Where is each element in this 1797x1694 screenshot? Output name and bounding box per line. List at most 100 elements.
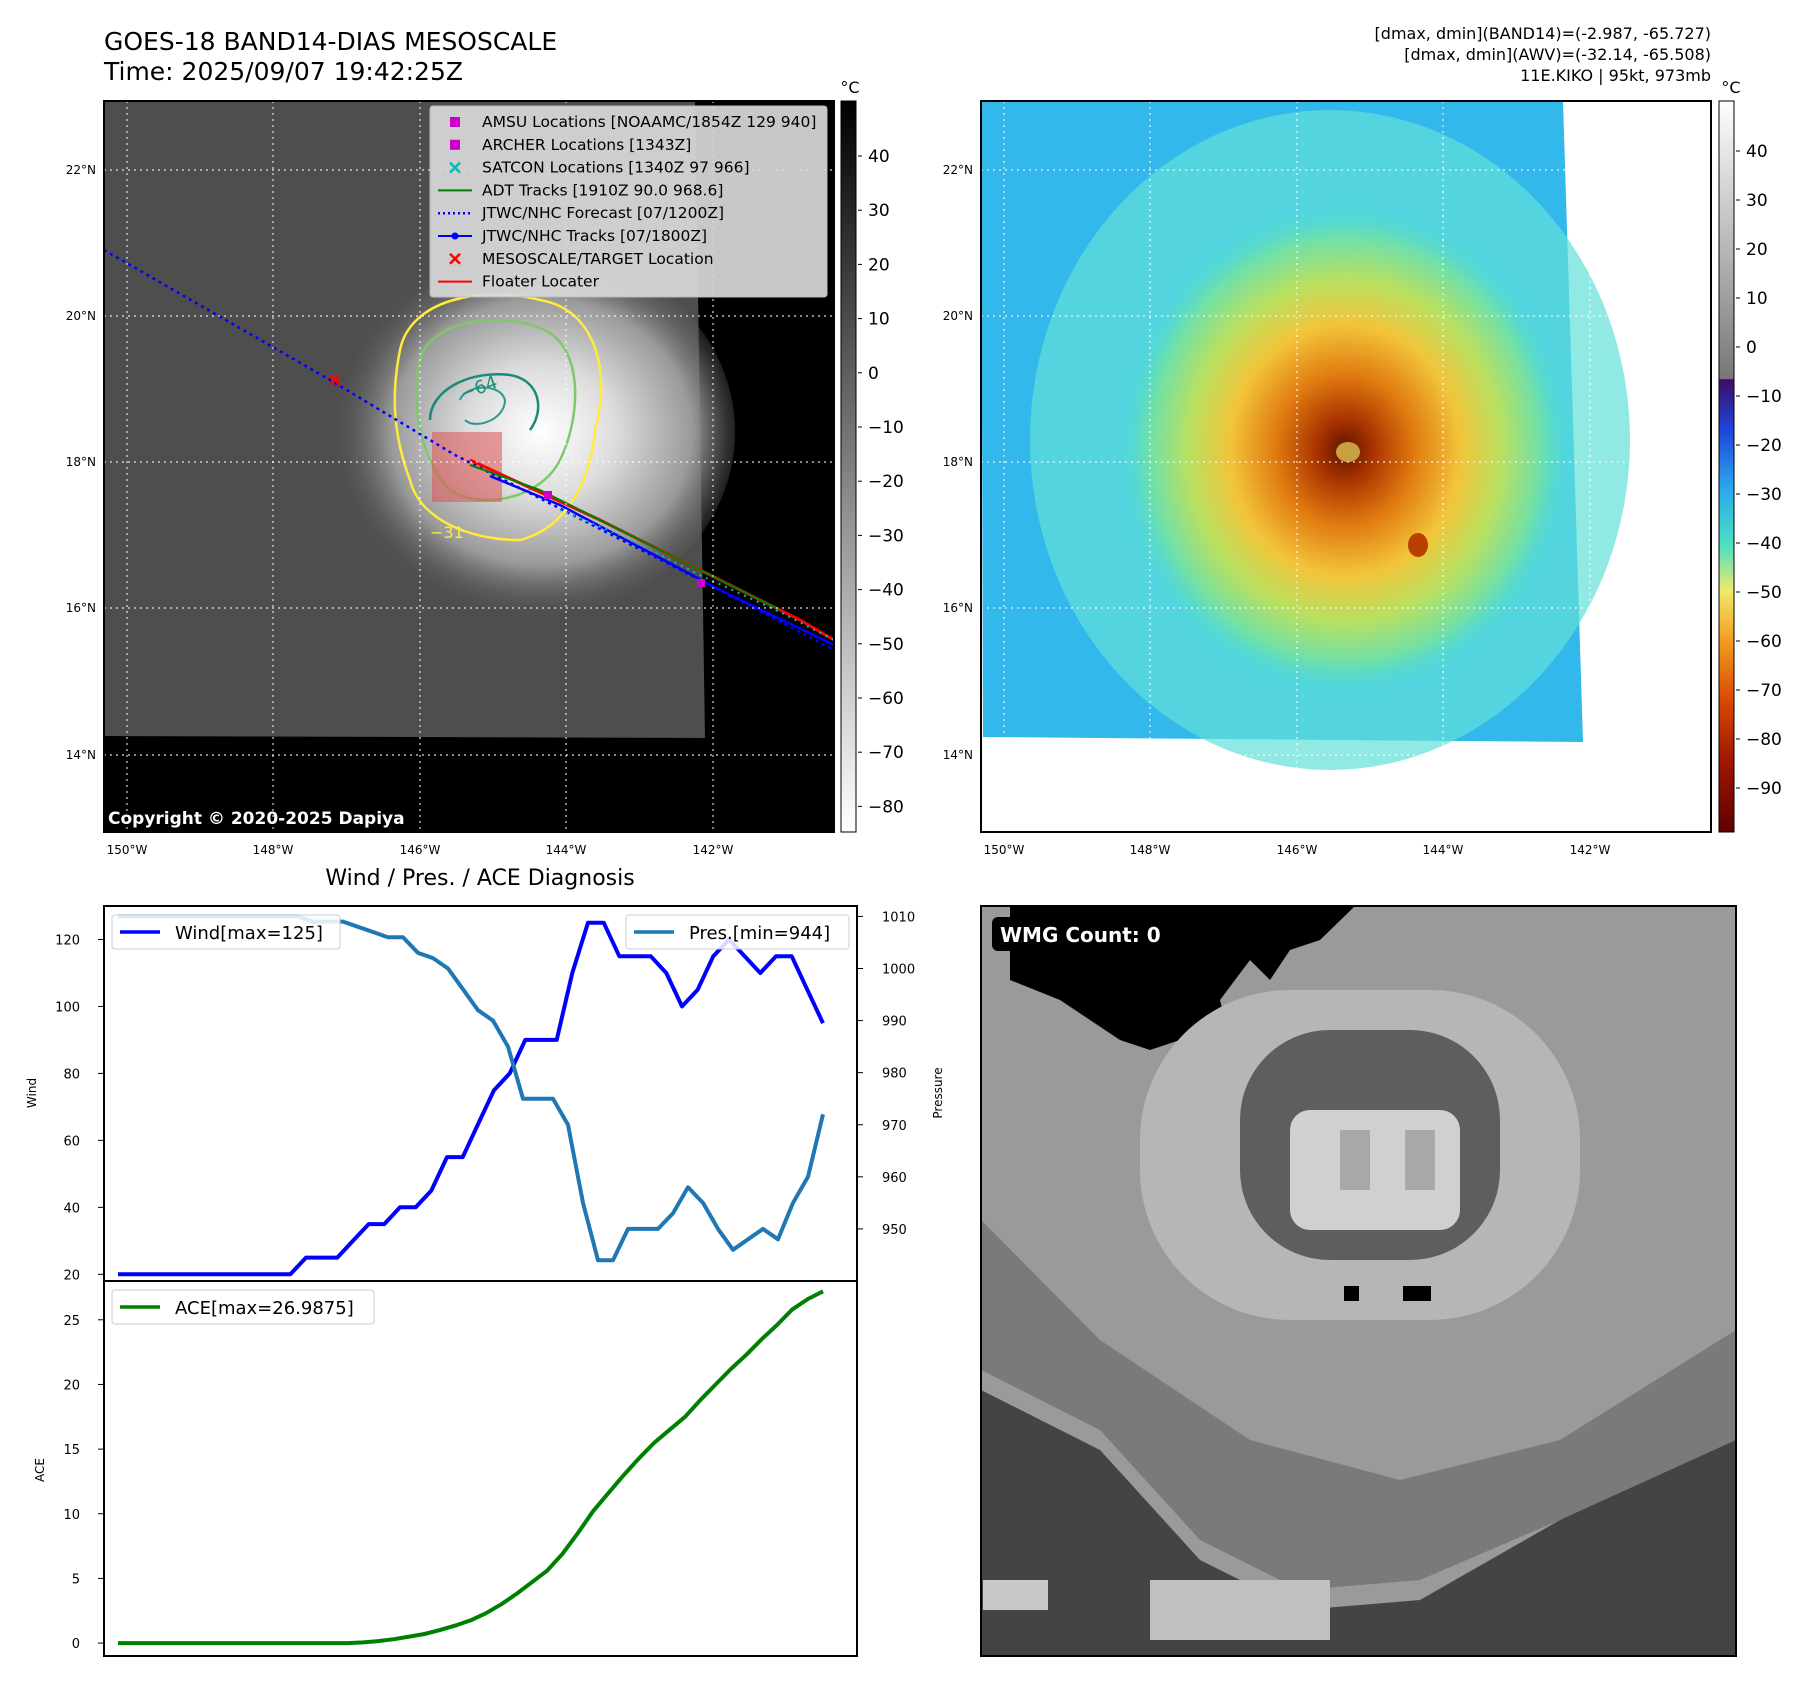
time-label: Time: 2025/09/07 19:42:25Z xyxy=(103,57,463,86)
ace-legend-box xyxy=(111,1289,375,1325)
pressure-axis-label: Pressure xyxy=(931,1067,945,1118)
wmg-light-streak-1 xyxy=(983,1580,1048,1610)
lon-tick-label: 144°W xyxy=(546,843,587,857)
wind-ytick-label: 60 xyxy=(63,1134,80,1149)
colorbar-tick-label: 10 xyxy=(868,310,890,330)
wind-axis-label: Wind xyxy=(25,1078,39,1108)
legend-box xyxy=(429,105,828,298)
legend-item: JTWC/NHC Tracks [07/1800Z] xyxy=(438,227,707,245)
colorbar-tick-label: −70 xyxy=(1746,681,1782,701)
adt-contour-core xyxy=(459,386,507,425)
colorbar-tick-label: 20 xyxy=(1746,240,1768,260)
legend-label: JTWC/NHC Tracks [07/1800Z] xyxy=(481,227,707,245)
wv-lon-ticks: 150°W 148°W 146°W 144°W 142°W xyxy=(984,843,1611,857)
wind-pressure-chart: Wind Pressure 20 40 60 80 100 120 950 960 970 98… xyxy=(25,905,945,1283)
wmg-outer-band-mid xyxy=(981,1220,1736,1590)
mesoscale-target-marker xyxy=(329,374,341,386)
legend-label: JTWC/NHC Forecast [07/1200Z] xyxy=(481,204,724,222)
wind-legend: Wind[max=125] xyxy=(111,914,341,950)
wind-ytick-label: 120 xyxy=(55,933,80,948)
satcon-markers xyxy=(559,509,834,641)
lat-tick-label: 20°N xyxy=(943,309,973,323)
wind-chart-frame xyxy=(103,905,858,1282)
wmg-eye-dark-1 xyxy=(1340,1130,1370,1190)
wmg-frame xyxy=(980,905,1737,1657)
pressure-ytick-label: 1000 xyxy=(882,963,915,978)
lat-tick-label: 22°N xyxy=(66,163,96,177)
wv-convective-cell xyxy=(1408,533,1428,557)
colorbar-tick-label: −80 xyxy=(1746,730,1782,750)
adt-contour-mid xyxy=(415,318,577,502)
wv-colorbar-ramp xyxy=(1718,100,1735,833)
lon-tick-label: 148°W xyxy=(253,843,294,857)
ace-legend-label: ACE[max=26.9875] xyxy=(175,1298,354,1319)
colorbar-tick-label: 30 xyxy=(1746,191,1768,211)
lon-tick-label: 146°W xyxy=(400,843,441,857)
colorbar-tick-label: −80 xyxy=(868,797,904,817)
ace-chart: ACE 0 5 10 15 20 25 ACE[max=26.9875] xyxy=(33,1280,858,1657)
pressure-ytick-label: 950 xyxy=(882,1223,907,1238)
colorbar-tick-label: 0 xyxy=(1746,338,1757,358)
figure-title: GOES-18 BAND14-DIAS MESOSCALE xyxy=(104,27,557,56)
floater-box xyxy=(432,432,502,502)
legend-label: ADT Tracks [1910Z 90.0 968.6] xyxy=(482,181,723,199)
lat-tick-label: 16°N xyxy=(66,601,96,615)
colorbar-tick-label: −20 xyxy=(1746,436,1782,456)
legend-x-marker xyxy=(449,252,461,265)
wv-colorbar: °C 40 30 20 10 0 −10 −20 −30 −40 −50 −60 −70 −80 −90 xyxy=(1718,78,1782,833)
ir-colorbar-unit: °C xyxy=(840,78,859,97)
ir-cloud-mass xyxy=(305,242,735,622)
colorbar-tick-label: −60 xyxy=(868,689,904,709)
ace-ytick-label: 5 xyxy=(72,1572,80,1587)
wv-eye xyxy=(1336,442,1360,462)
legend-item: MESOSCALE/TARGET Location xyxy=(449,250,714,268)
legend-dot-marker xyxy=(451,232,459,240)
ir-map-frame xyxy=(103,100,835,833)
wmg-pixel-1 xyxy=(1344,1286,1359,1301)
colorbar-tick-label: 10 xyxy=(1746,289,1768,309)
legend-item: Floater Locater xyxy=(438,273,600,291)
colorbar-tick-label: −10 xyxy=(1746,387,1782,407)
jtwc-forecast-track xyxy=(104,248,834,652)
wmg-panel: WMG Count: 0 xyxy=(980,905,1737,1657)
lat-tick-label: 22°N xyxy=(943,163,973,177)
ace-chart-frame xyxy=(103,1280,858,1657)
ace-ytick-label: 15 xyxy=(63,1443,80,1458)
wv-map-frame xyxy=(980,100,1712,833)
legend-label: SATCON Locations [1340Z 97 966] xyxy=(482,159,750,177)
colorbar-tick-label: −30 xyxy=(1746,485,1782,505)
wind-legend-box xyxy=(111,914,341,950)
ace-ytick-label: 25 xyxy=(63,1314,80,1329)
legend-square-marker xyxy=(450,139,460,150)
lon-tick-label: 148°W xyxy=(1130,843,1171,857)
colorbar-tick-label: −50 xyxy=(1746,583,1782,603)
ir-lon-ticks: 150°W 148°W 146°W 144°W 142°W xyxy=(107,843,734,857)
legend-square-marker xyxy=(450,117,460,127)
colorbar-tick-label: −40 xyxy=(1746,534,1782,554)
colorbar-tick-label: −70 xyxy=(868,743,904,763)
wmg-pixel-2 xyxy=(1403,1286,1431,1301)
colorbar-tick-label: 30 xyxy=(868,201,890,221)
map-legend: AMSU Locations [NOAAMC/1854Z 129 940] ARC… xyxy=(429,105,828,298)
wv-lat-ticks: 22°N 20°N 18°N 16°N 14°N xyxy=(943,163,973,762)
lon-tick-label: 142°W xyxy=(693,843,734,857)
pressure-ytick-label: 960 xyxy=(882,1171,907,1186)
wmg-eye-dark-2 xyxy=(1405,1130,1435,1190)
wv-colorbar-unit: °C xyxy=(1721,78,1740,97)
lat-tick-label: 18°N xyxy=(943,455,973,469)
legend-item: SATCON Locations [1340Z 97 966] xyxy=(449,159,750,177)
adt-contour-inner xyxy=(428,372,540,431)
ace-ytick-label: 10 xyxy=(63,1508,80,1523)
wind-ytick-label: 40 xyxy=(63,1201,80,1216)
wmg-count-badge xyxy=(992,917,1174,951)
colorbar-tick-label: −60 xyxy=(1746,632,1782,652)
pressure-ytick-label: 990 xyxy=(882,1015,907,1030)
info-line-2: [dmax, dmin](AWV)=(-32.14, -65.508) xyxy=(1404,45,1711,64)
lon-tick-label: 144°W xyxy=(1423,843,1464,857)
legend-label: AMSU Locations [NOAAMC/1854Z 129 940] xyxy=(482,113,816,131)
ace-axis-label: ACE xyxy=(33,1458,47,1482)
colorbar-tick-label: 20 xyxy=(868,255,890,275)
ir-colorbar: °C 40 30 20 10 0 −10 −20 −30 −40 −50 −60 −70 −80 xyxy=(840,78,904,833)
legend-item: AMSU Locations [NOAAMC/1854Z 129 940] xyxy=(450,113,816,131)
lon-tick-label: 150°W xyxy=(107,843,148,857)
